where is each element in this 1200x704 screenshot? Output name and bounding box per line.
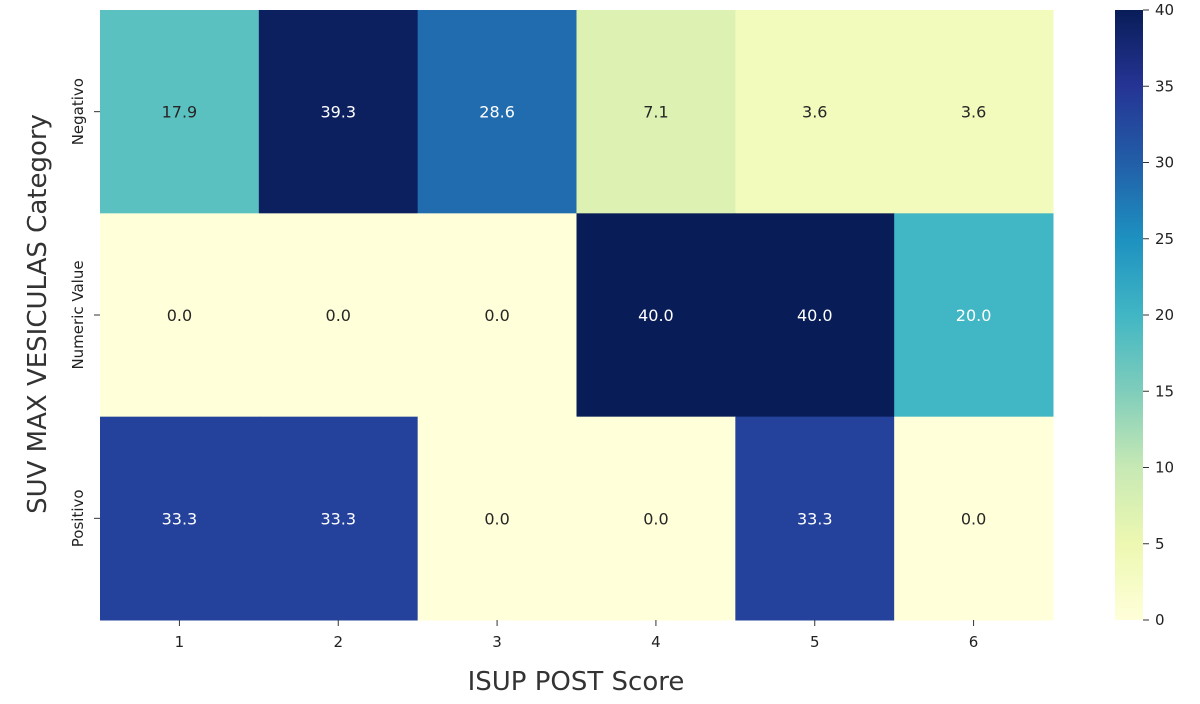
colorbar-tick-label: 35 [1155,77,1174,95]
heatmap-cell [894,10,1054,214]
heatmap-cell [576,416,736,621]
cell-value-label: 40.0 [638,306,674,325]
colorbar-tick-label: 10 [1155,459,1174,477]
x-tick-label: 4 [651,633,661,651]
cell-value-label: 0.0 [167,306,192,325]
x-tick-label: 1 [175,633,185,651]
heatmap-cells: 17.9 39.3 28.6 7.1 3.6 3.6 0.0 0.0 0.0 40.0 40.0 20… [100,10,1054,621]
heatmap-cell [100,213,260,418]
colorbar-tick-label: 25 [1155,230,1174,248]
cell-value-label: 28.6 [479,103,515,122]
heatmap-cell [576,213,736,418]
x-axis-label: ISUP POST Score [468,667,685,697]
cell-value-label: 20.0 [956,306,992,325]
x-tick-label: 3 [492,633,502,651]
heatmap-cell [258,213,419,418]
colorbar-tick-label: 0 [1155,611,1165,629]
x-tick-label: 2 [333,633,343,651]
colorbar-tick-label: 5 [1155,535,1165,553]
cell-value-label: 0.0 [484,306,509,325]
heatmap-cell [417,416,577,621]
colorbar-tick-label: 30 [1155,154,1174,172]
x-axis-ticks: 1 2 3 4 5 6 [175,620,979,651]
y-axis-ticks: Negativo Numeric Value Positivo [69,78,100,547]
heatmap-cell [735,416,895,621]
cell-value-label: 33.3 [320,509,356,528]
heatmap-cell [258,10,419,214]
cell-value-label: 0.0 [484,509,509,528]
x-tick-label: 6 [969,633,979,651]
cell-value-label: 3.6 [961,103,986,122]
cell-value-label: 33.3 [162,509,198,528]
colorbar-tick-label: 15 [1155,382,1174,400]
heatmap-cell [894,213,1054,418]
colorbar-tick-label: 20 [1155,306,1174,324]
y-axis-label: SUV MAX VESICULAS Category [23,114,53,514]
colorbar [1115,10,1143,620]
colorbar-ticks: 0 5 10 15 20 25 30 35 40 [1143,1,1174,629]
cell-value-label: 39.3 [320,103,356,122]
heatmap-cell [100,10,260,214]
x-tick-label: 5 [810,633,820,651]
heatmap-cell [100,416,260,621]
heatmap-cell [735,10,895,214]
cell-value-label: 0.0 [326,306,351,325]
y-tick-label: Positivo [69,489,87,547]
heatmap-cell [894,416,1054,621]
heatmap-cell [576,10,736,214]
heatmap-cell [735,213,895,418]
heatmap-cell [258,416,419,621]
colorbar-tick-label: 40 [1155,1,1174,19]
y-tick-label: Negativo [69,78,87,145]
cell-value-label: 40.0 [797,306,833,325]
y-tick-label: Numeric Value [69,260,87,369]
cell-value-label: 0.0 [643,509,668,528]
cell-value-label: 3.6 [802,103,827,122]
cell-value-label: 17.9 [162,103,198,122]
heatmap-cell [417,10,577,214]
heatmap-cell [417,213,577,418]
cell-value-label: 33.3 [797,509,833,528]
cell-value-label: 7.1 [643,103,668,122]
cell-value-label: 0.0 [961,509,986,528]
